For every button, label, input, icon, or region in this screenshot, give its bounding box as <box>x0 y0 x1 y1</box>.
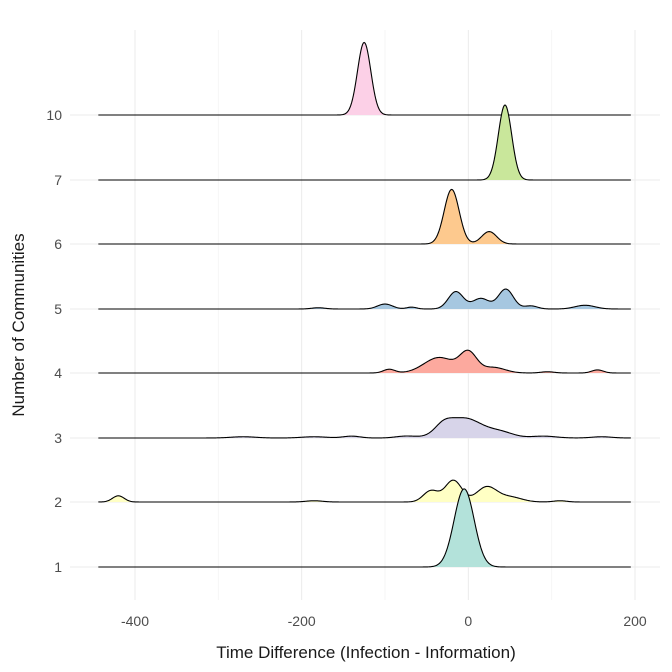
y-axis-title: Number of Communities <box>9 233 28 416</box>
ridge-area <box>98 104 631 180</box>
ridge-series-6 <box>98 188 631 245</box>
y-tick-label: 7 <box>54 172 62 188</box>
ridge-series-2 <box>98 479 631 503</box>
ridges <box>98 41 631 568</box>
ridge-area <box>98 42 631 115</box>
ridge-series-7 <box>98 104 631 181</box>
y-tick-labels: 1 2 3 4 5 6 7 10 <box>46 107 62 575</box>
ridge-line <box>98 349 631 374</box>
y-tick-label: 2 <box>54 494 62 510</box>
ridge-line <box>98 417 631 439</box>
ridge-area <box>98 417 631 438</box>
ridge-line <box>98 41 631 116</box>
x-axis-title: Time Difference (Infection - Information… <box>216 643 516 662</box>
x-tick-labels: -400 -200 0 200 <box>121 613 647 629</box>
ridge-series-4 <box>98 349 631 374</box>
y-tick-label: 10 <box>46 107 62 123</box>
ridge-line <box>98 479 631 503</box>
ridge-series-1 <box>98 488 631 568</box>
y-tick-label: 3 <box>54 430 62 446</box>
x-tick-label: 0 <box>464 613 472 629</box>
y-tick-label: 1 <box>54 559 62 575</box>
ridge-area <box>98 480 631 502</box>
ridge-line <box>98 188 631 245</box>
x-tick-label: -200 <box>288 613 316 629</box>
ridge-series-5 <box>98 288 631 310</box>
x-tick-label: 200 <box>623 613 647 629</box>
x-tick-label: -400 <box>121 613 149 629</box>
y-tick-label: 5 <box>54 301 62 317</box>
ridge-area <box>98 289 631 309</box>
ridge-series-3 <box>98 417 631 439</box>
y-tick-label: 4 <box>54 365 62 381</box>
ridge-series-10 <box>98 41 631 116</box>
ridge-line <box>98 488 631 568</box>
y-tick-label: 6 <box>54 236 62 252</box>
ridge-line <box>98 104 631 181</box>
ridge-line <box>98 288 631 310</box>
